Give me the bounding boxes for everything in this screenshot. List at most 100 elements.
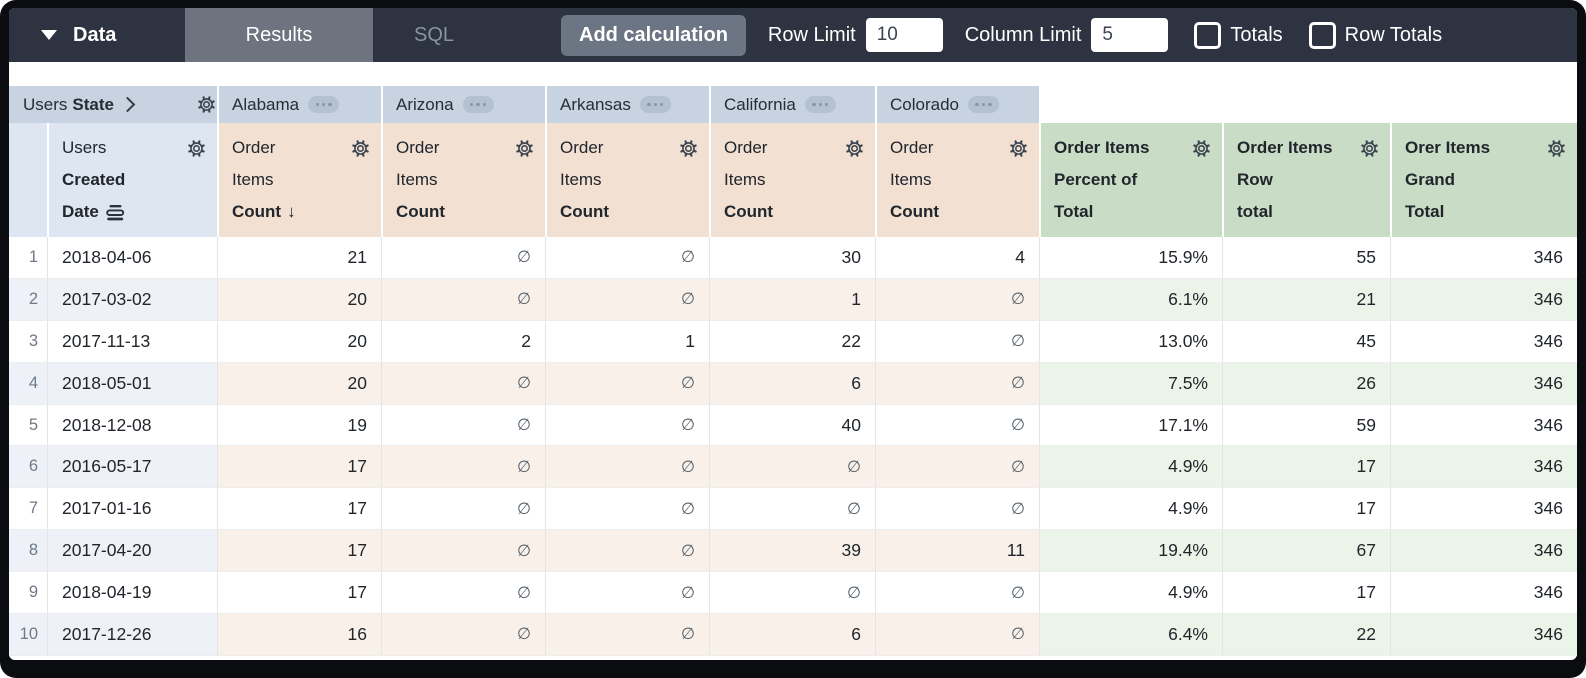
grand-total-cell[interactable]: 346: [1390, 446, 1577, 489]
gear-icon[interactable]: [186, 138, 207, 159]
measure-cell-alabama[interactable]: 21: [217, 237, 381, 279]
percent-of-total-cell[interactable]: 6.1%: [1039, 278, 1222, 321]
percent-of-total-cell[interactable]: 4.9%: [1039, 446, 1222, 489]
gear-icon[interactable]: [844, 138, 865, 159]
gear-icon[interactable]: [678, 138, 699, 159]
calc-column-header-0[interactable]: Order Items Percent of Total: [1039, 123, 1222, 237]
measure-cell-california[interactable]: 40: [709, 404, 875, 447]
date-cell[interactable]: 2017-03-02: [47, 278, 217, 321]
column-limit-input[interactable]: [1091, 18, 1169, 52]
measure-cell-colorado[interactable]: 4: [875, 237, 1039, 279]
grand-total-cell[interactable]: 346: [1390, 278, 1577, 321]
measure-header-colorado[interactable]: Order Items Count: [875, 123, 1039, 237]
pivot-value-header-california[interactable]: California: [709, 86, 875, 123]
date-cell[interactable]: 2017-01-16: [47, 488, 217, 531]
measure-cell-alabama[interactable]: 17: [217, 488, 381, 531]
measure-cell-california[interactable]: 1: [709, 278, 875, 321]
pivot-options-icon[interactable]: [308, 96, 340, 113]
gear-icon[interactable]: [1546, 138, 1567, 159]
gear-icon[interactable]: [1008, 138, 1029, 159]
measure-header-arkansas[interactable]: Order Items Count: [545, 123, 709, 237]
percent-of-total-cell[interactable]: 4.9%: [1039, 488, 1222, 531]
percent-of-total-cell[interactable]: 19.4%: [1039, 530, 1222, 573]
pivot-options-icon[interactable]: [639, 96, 671, 113]
row-total-cell[interactable]: 17: [1222, 572, 1390, 615]
measure-cell-california[interactable]: 30: [709, 237, 875, 279]
row-total-cell[interactable]: 22: [1222, 614, 1390, 656]
measure-cell-alabama[interactable]: 20: [217, 320, 381, 363]
measure-cell-alabama[interactable]: 20: [217, 278, 381, 321]
pivot-dimension-header[interactable]: Users State: [9, 86, 217, 123]
grand-total-cell[interactable]: 346: [1390, 237, 1577, 279]
pivot-options-icon[interactable]: [968, 96, 999, 113]
measure-cell-alabama[interactable]: 17: [217, 530, 381, 573]
grand-total-cell[interactable]: 346: [1390, 572, 1577, 615]
grand-total-cell[interactable]: 346: [1390, 404, 1577, 447]
grand-total-cell[interactable]: 346: [1390, 614, 1577, 656]
measure-cell-alabama[interactable]: 17: [217, 572, 381, 615]
measure-cell-california[interactable]: 6: [709, 614, 875, 656]
percent-of-total-cell[interactable]: 13.0%: [1039, 320, 1222, 363]
date-cell[interactable]: 2018-05-01: [47, 362, 217, 405]
pivot-options-icon[interactable]: [804, 96, 836, 113]
pivot-value-header-alabama[interactable]: Alabama: [217, 86, 381, 123]
grand-total-cell[interactable]: 346: [1390, 362, 1577, 405]
data-section-toggle[interactable]: Data: [9, 8, 185, 62]
measure-header-arizona[interactable]: Order Items Count: [381, 123, 545, 237]
measure-header-alabama[interactable]: Order Items Count ↓: [217, 123, 381, 237]
measure-cell-alabama[interactable]: 16: [217, 614, 381, 656]
measure-cell-alabama[interactable]: 20: [217, 362, 381, 405]
measure-cell-arizona[interactable]: 2: [381, 320, 545, 363]
row-limit-input[interactable]: [865, 18, 943, 52]
pivot-value-header-arizona[interactable]: Arizona: [381, 86, 545, 123]
tab-results[interactable]: Results: [185, 8, 373, 62]
gear-icon[interactable]: [514, 138, 535, 159]
date-cell[interactable]: 2018-04-06: [47, 237, 217, 279]
pivot-value-header-arkansas[interactable]: Arkansas: [545, 86, 709, 123]
row-total-cell[interactable]: 26: [1222, 362, 1390, 405]
date-cell[interactable]: 2017-04-20: [47, 530, 217, 573]
measure-header-california[interactable]: Order Items Count: [709, 123, 875, 237]
date-cell[interactable]: 2018-12-08: [47, 404, 217, 447]
gear-icon[interactable]: [1191, 138, 1212, 159]
date-cell[interactable]: 2017-12-26: [47, 614, 217, 656]
grand-total-cell[interactable]: 346: [1390, 320, 1577, 363]
measure-cell-california[interactable]: 6: [709, 362, 875, 405]
pivot-value-header-colorado[interactable]: Colorado: [875, 86, 1039, 123]
row-total-cell[interactable]: 45: [1222, 320, 1390, 363]
measure-cell-colorado[interactable]: 11: [875, 530, 1039, 573]
subtotal-icon[interactable]: [106, 204, 125, 221]
totals-checkbox[interactable]: [1194, 21, 1222, 49]
measure-cell-alabama[interactable]: 17: [217, 446, 381, 489]
percent-of-total-cell[interactable]: 15.9%: [1039, 237, 1222, 279]
measure-cell-arkansas[interactable]: 1: [545, 320, 709, 363]
grand-total-cell[interactable]: 346: [1390, 530, 1577, 573]
tab-sql[interactable]: SQL: [373, 8, 495, 62]
pivot-options-icon[interactable]: [462, 96, 494, 113]
percent-of-total-cell[interactable]: 6.4%: [1039, 614, 1222, 656]
add-calculation-button[interactable]: Add calculation: [561, 14, 746, 56]
date-cell[interactable]: 2016-05-17: [47, 446, 217, 489]
measure-cell-alabama[interactable]: 19: [217, 404, 381, 447]
calc-column-header-2[interactable]: Orer Items Grand Total: [1390, 123, 1577, 237]
row-dimension-header[interactable]: Users Created Date: [47, 123, 217, 237]
row-total-cell[interactable]: 21: [1222, 278, 1390, 321]
date-cell[interactable]: 2017-11-13: [47, 320, 217, 363]
row-total-cell[interactable]: 17: [1222, 488, 1390, 531]
measure-cell-california[interactable]: 39: [709, 530, 875, 573]
row-total-cell[interactable]: 67: [1222, 530, 1390, 573]
percent-of-total-cell[interactable]: 7.5%: [1039, 362, 1222, 405]
grand-total-cell[interactable]: 346: [1390, 488, 1577, 531]
row-total-cell[interactable]: 59: [1222, 404, 1390, 447]
date-cell[interactable]: 2018-04-19: [47, 572, 217, 615]
row-total-cell[interactable]: 55: [1222, 237, 1390, 279]
measure-cell-california[interactable]: 22: [709, 320, 875, 363]
calc-column-header-1[interactable]: Order Items Row total: [1222, 123, 1390, 237]
row-total-cell[interactable]: 17: [1222, 446, 1390, 489]
gear-icon[interactable]: [196, 94, 217, 115]
gear-icon[interactable]: [1359, 138, 1380, 159]
gear-icon[interactable]: [350, 138, 371, 159]
percent-of-total-cell[interactable]: 4.9%: [1039, 572, 1222, 615]
percent-of-total-cell[interactable]: 17.1%: [1039, 404, 1222, 447]
row-totals-checkbox[interactable]: [1308, 21, 1336, 49]
